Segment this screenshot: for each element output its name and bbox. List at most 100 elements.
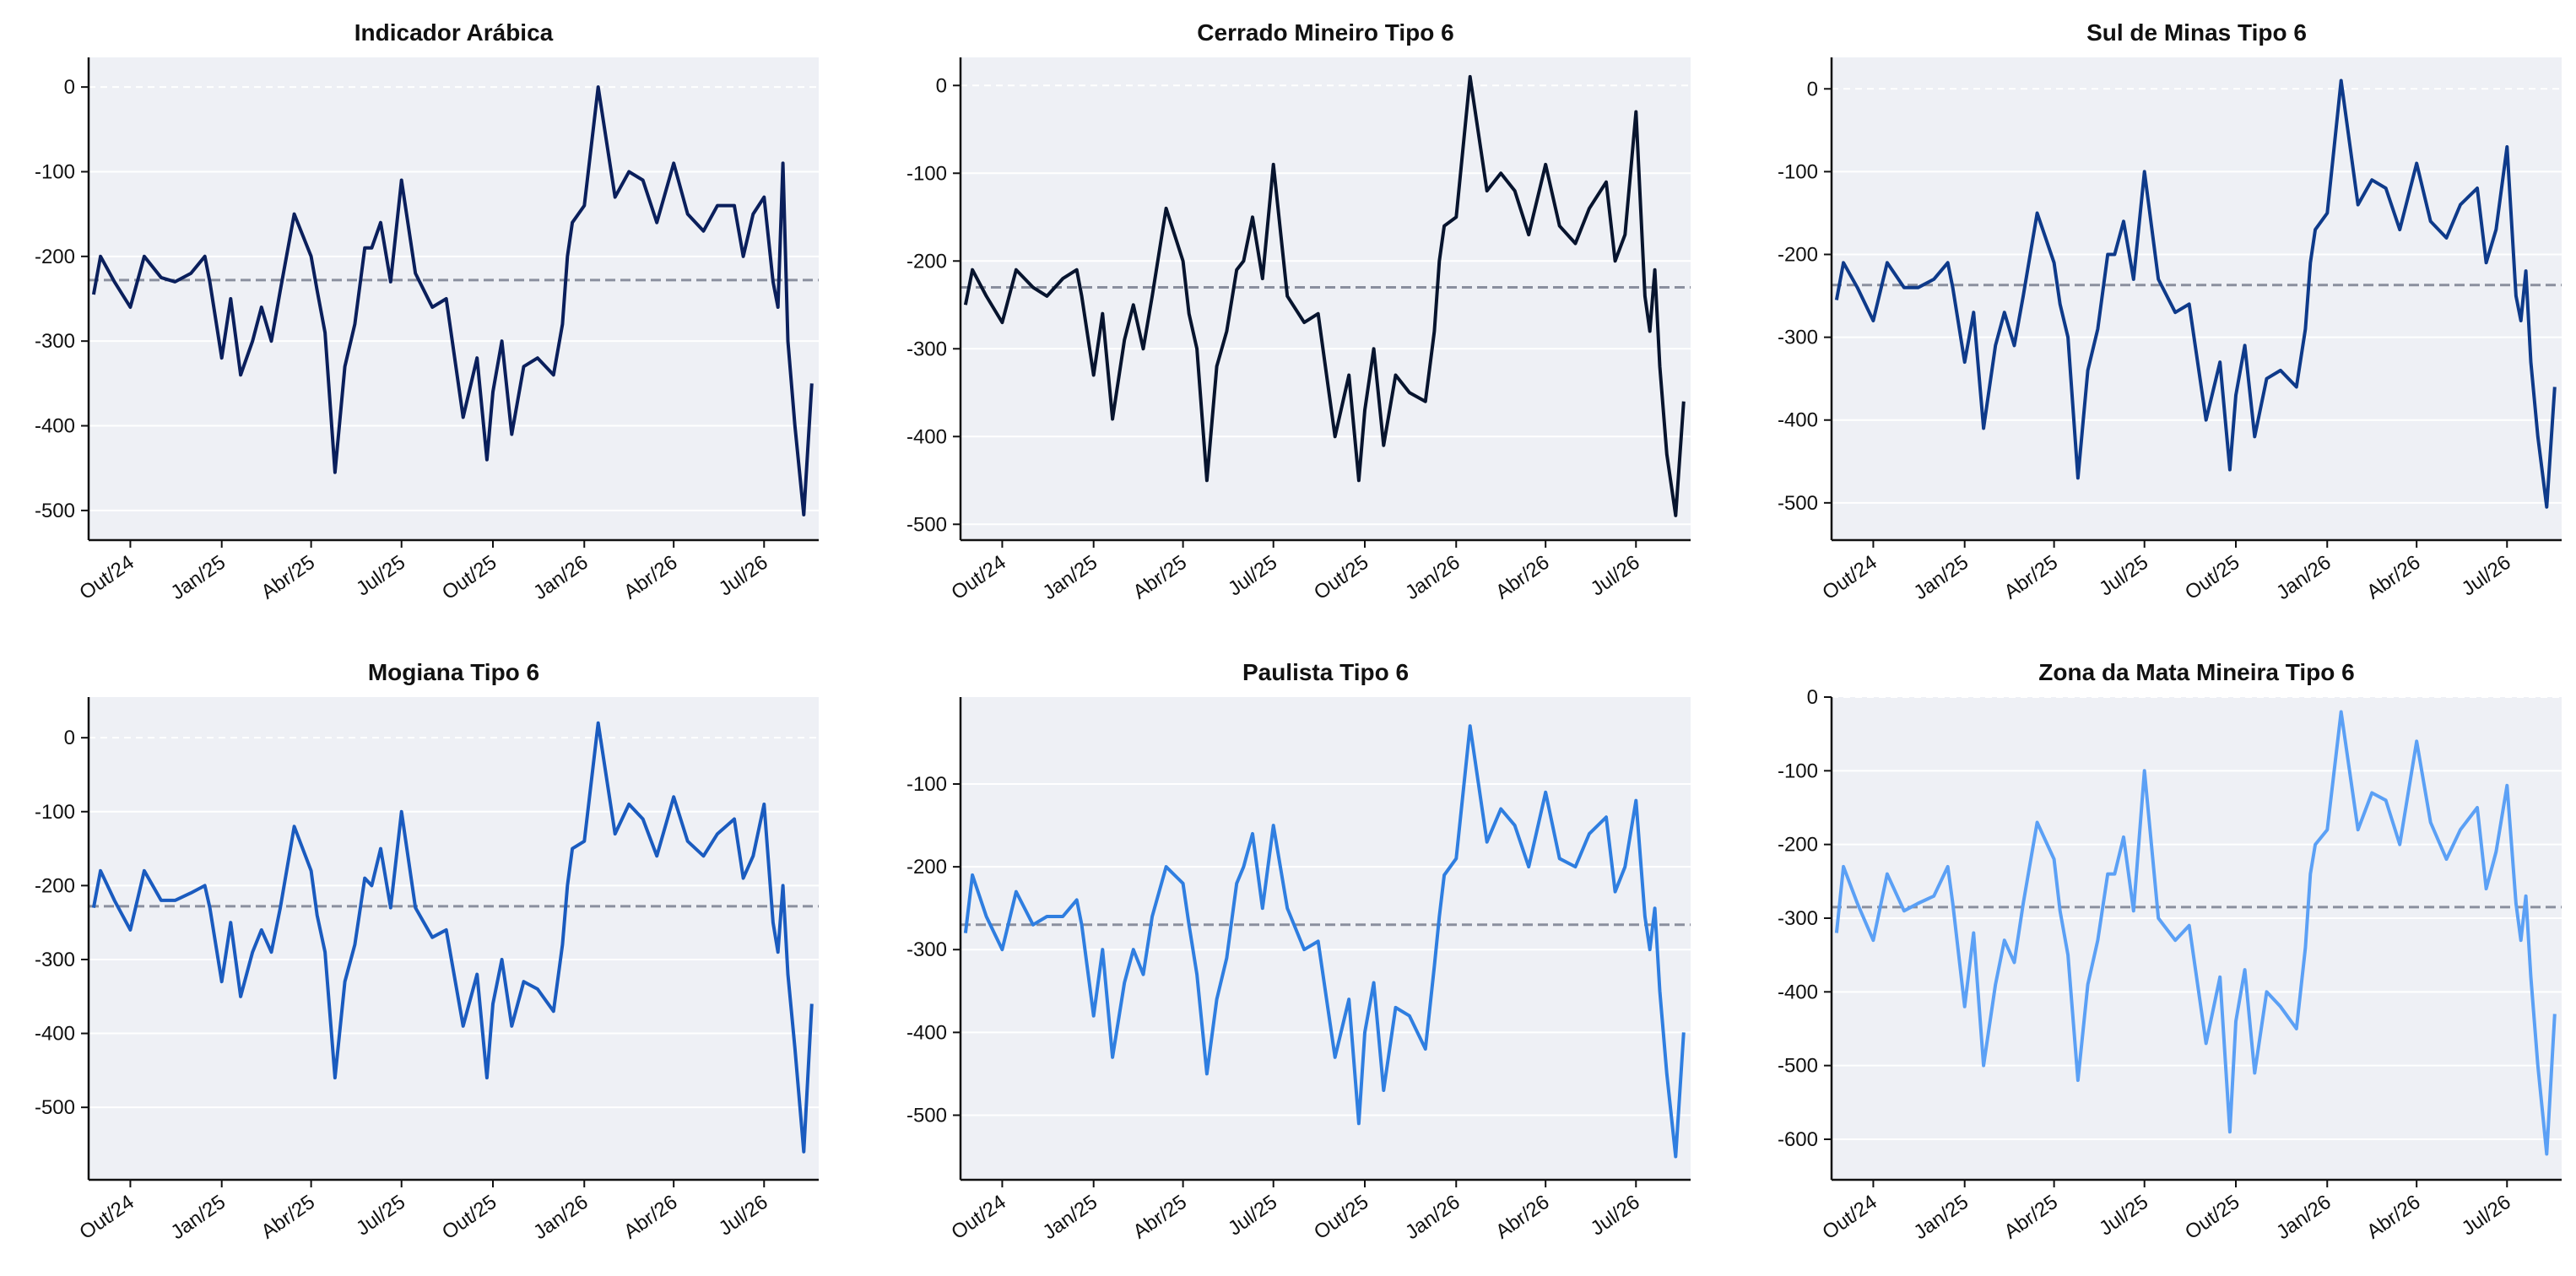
x-tick-label: Jan/25 <box>1039 1191 1102 1244</box>
x-tick-label: Jan/25 <box>167 551 230 604</box>
x-tick-label: Jan/25 <box>167 1191 230 1244</box>
chart-panel: 0 -100 -200 -300 -400 -500 Out/24 Jan/25 Abr/25 J… <box>1778 19 2562 604</box>
y-tick-label: -200 <box>906 856 947 879</box>
x-tick-label: Jul/26 <box>1587 551 1644 601</box>
x-tick-label: Out/25 <box>438 1191 501 1244</box>
x-tick-label: Abr/26 <box>2362 1191 2424 1244</box>
y-tick-label: 0 <box>64 727 75 749</box>
x-tick-label: Abr/25 <box>1129 551 1191 604</box>
y-tick-label: 0 <box>1807 78 1818 100</box>
y-tick-label: -300 <box>906 938 947 961</box>
plot-background <box>1832 57 2562 540</box>
chart-panel: 0 -100 -200 -300 -400 -500 Out/24 Jan/25 Abr/25 J… <box>35 659 819 1244</box>
y-tick-label: -500 <box>906 513 947 536</box>
y-tick-label: -200 <box>1778 244 1818 267</box>
y-tick-label: -100 <box>35 801 75 824</box>
x-tick-label: Jul/26 <box>715 1191 772 1241</box>
y-tick-label: -300 <box>1778 907 1818 930</box>
x-tick-label: Jul/26 <box>1587 1191 1644 1241</box>
y-tick-label: -100 <box>1778 160 1818 183</box>
series-line <box>963 724 1686 1159</box>
y-tick-label: -500 <box>1778 492 1818 515</box>
y-tick-label: 0 <box>1807 686 1818 709</box>
x-tick-label: Jan/25 <box>1910 1191 1973 1244</box>
x-tick-label: Jul/26 <box>2458 551 2515 601</box>
y-tick-label: -100 <box>1778 760 1818 782</box>
x-tick-label: Abr/26 <box>620 1191 681 1244</box>
x-tick-label: Abr/25 <box>257 1191 319 1244</box>
x-tick-label: Jan/25 <box>1039 551 1102 604</box>
x-tick-label: Jan/26 <box>1401 551 1464 604</box>
plot-background <box>89 57 819 540</box>
x-tick-label: Jul/25 <box>1224 1191 1281 1241</box>
x-tick-label: Out/25 <box>2181 1191 2244 1244</box>
y-tick-label: -500 <box>35 500 75 522</box>
x-tick-label: Out/25 <box>1310 1191 1373 1244</box>
y-tick-label: -600 <box>1778 1128 1818 1151</box>
x-tick-label: Out/25 <box>2181 551 2244 604</box>
chart-title: Mogiana Tipo 6 <box>368 659 539 685</box>
x-tick-label: Abr/25 <box>257 551 319 604</box>
x-tick-label: Out/24 <box>1818 551 1881 604</box>
x-tick-label: Jan/26 <box>529 1191 593 1244</box>
x-tick-label: Abr/26 <box>1491 1191 1553 1244</box>
y-tick-label: -300 <box>1778 327 1818 349</box>
series-line <box>91 721 814 1154</box>
y-tick-label: -300 <box>906 338 947 360</box>
plot-background <box>1832 697 2562 1180</box>
y-tick-label: -100 <box>906 773 947 796</box>
x-tick-label: Jul/26 <box>715 551 772 601</box>
x-tick-label: Abr/25 <box>1129 1191 1191 1244</box>
x-tick-label: Out/25 <box>1310 551 1373 604</box>
x-tick-label: Jul/26 <box>2458 1191 2515 1241</box>
x-tick-label: Abr/25 <box>2000 1191 2062 1244</box>
series-line <box>1834 710 2557 1156</box>
series-line <box>1834 78 2557 509</box>
x-tick-label: Abr/25 <box>2000 551 2062 604</box>
chart-title: Sul de Minas Tipo 6 <box>2086 19 2307 46</box>
y-tick-label: -200 <box>1778 834 1818 857</box>
x-tick-label: Jul/25 <box>2095 551 2152 601</box>
x-tick-label: Jan/25 <box>1910 551 1973 604</box>
x-tick-label: Out/24 <box>75 1191 138 1244</box>
chart-title: Zona da Mata Mineira Tipo 6 <box>2038 659 2354 685</box>
x-tick-label: Out/25 <box>438 551 501 604</box>
series-line <box>963 74 1686 517</box>
plot-background <box>961 57 1691 540</box>
x-tick-label: Jan/26 <box>529 551 593 604</box>
y-tick-label: -200 <box>35 246 75 268</box>
x-tick-label: Abr/26 <box>2362 551 2424 604</box>
x-tick-label: Jul/25 <box>2095 1191 2152 1241</box>
x-tick-label: Out/24 <box>947 1191 1010 1244</box>
y-tick-label: -200 <box>906 250 947 273</box>
y-tick-label: -300 <box>35 949 75 971</box>
y-tick-label: -500 <box>906 1104 947 1127</box>
y-tick-label: -500 <box>1778 1055 1818 1078</box>
x-tick-label: Jan/26 <box>1401 1191 1464 1244</box>
chart-panel: -100 -200 -300 -400 -500 Out/24 Jan/25 Abr/25 Ju… <box>906 659 1691 1244</box>
y-tick-label: -100 <box>906 162 947 185</box>
y-tick-label: -200 <box>35 874 75 897</box>
y-tick-label: -500 <box>35 1096 75 1119</box>
x-tick-label: Jan/26 <box>2272 551 2335 604</box>
series-line <box>91 85 814 516</box>
x-tick-label: Jan/26 <box>2272 1191 2335 1244</box>
chart-title: Cerrado Mineiro Tipo 6 <box>1197 19 1453 46</box>
x-tick-label: Out/24 <box>947 551 1010 604</box>
x-tick-label: Out/24 <box>75 551 138 604</box>
chart-panel: 0 -100 -200 -300 -400 -500 -600 Out/24 Jan/25 Abr… <box>1778 659 2562 1244</box>
x-tick-label: Abr/26 <box>620 551 681 604</box>
y-tick-label: -400 <box>35 1023 75 1046</box>
plot-background <box>961 697 1691 1180</box>
x-tick-label: Jul/25 <box>1224 551 1281 601</box>
y-tick-label: -400 <box>906 425 947 448</box>
chart-title: Paulista Tipo 6 <box>1242 659 1409 685</box>
x-tick-label: Jul/25 <box>352 1191 409 1241</box>
y-tick-label: -400 <box>1778 409 1818 432</box>
y-tick-label: -400 <box>906 1021 947 1044</box>
y-tick-label: -300 <box>35 330 75 353</box>
x-tick-label: Abr/26 <box>1491 551 1553 604</box>
